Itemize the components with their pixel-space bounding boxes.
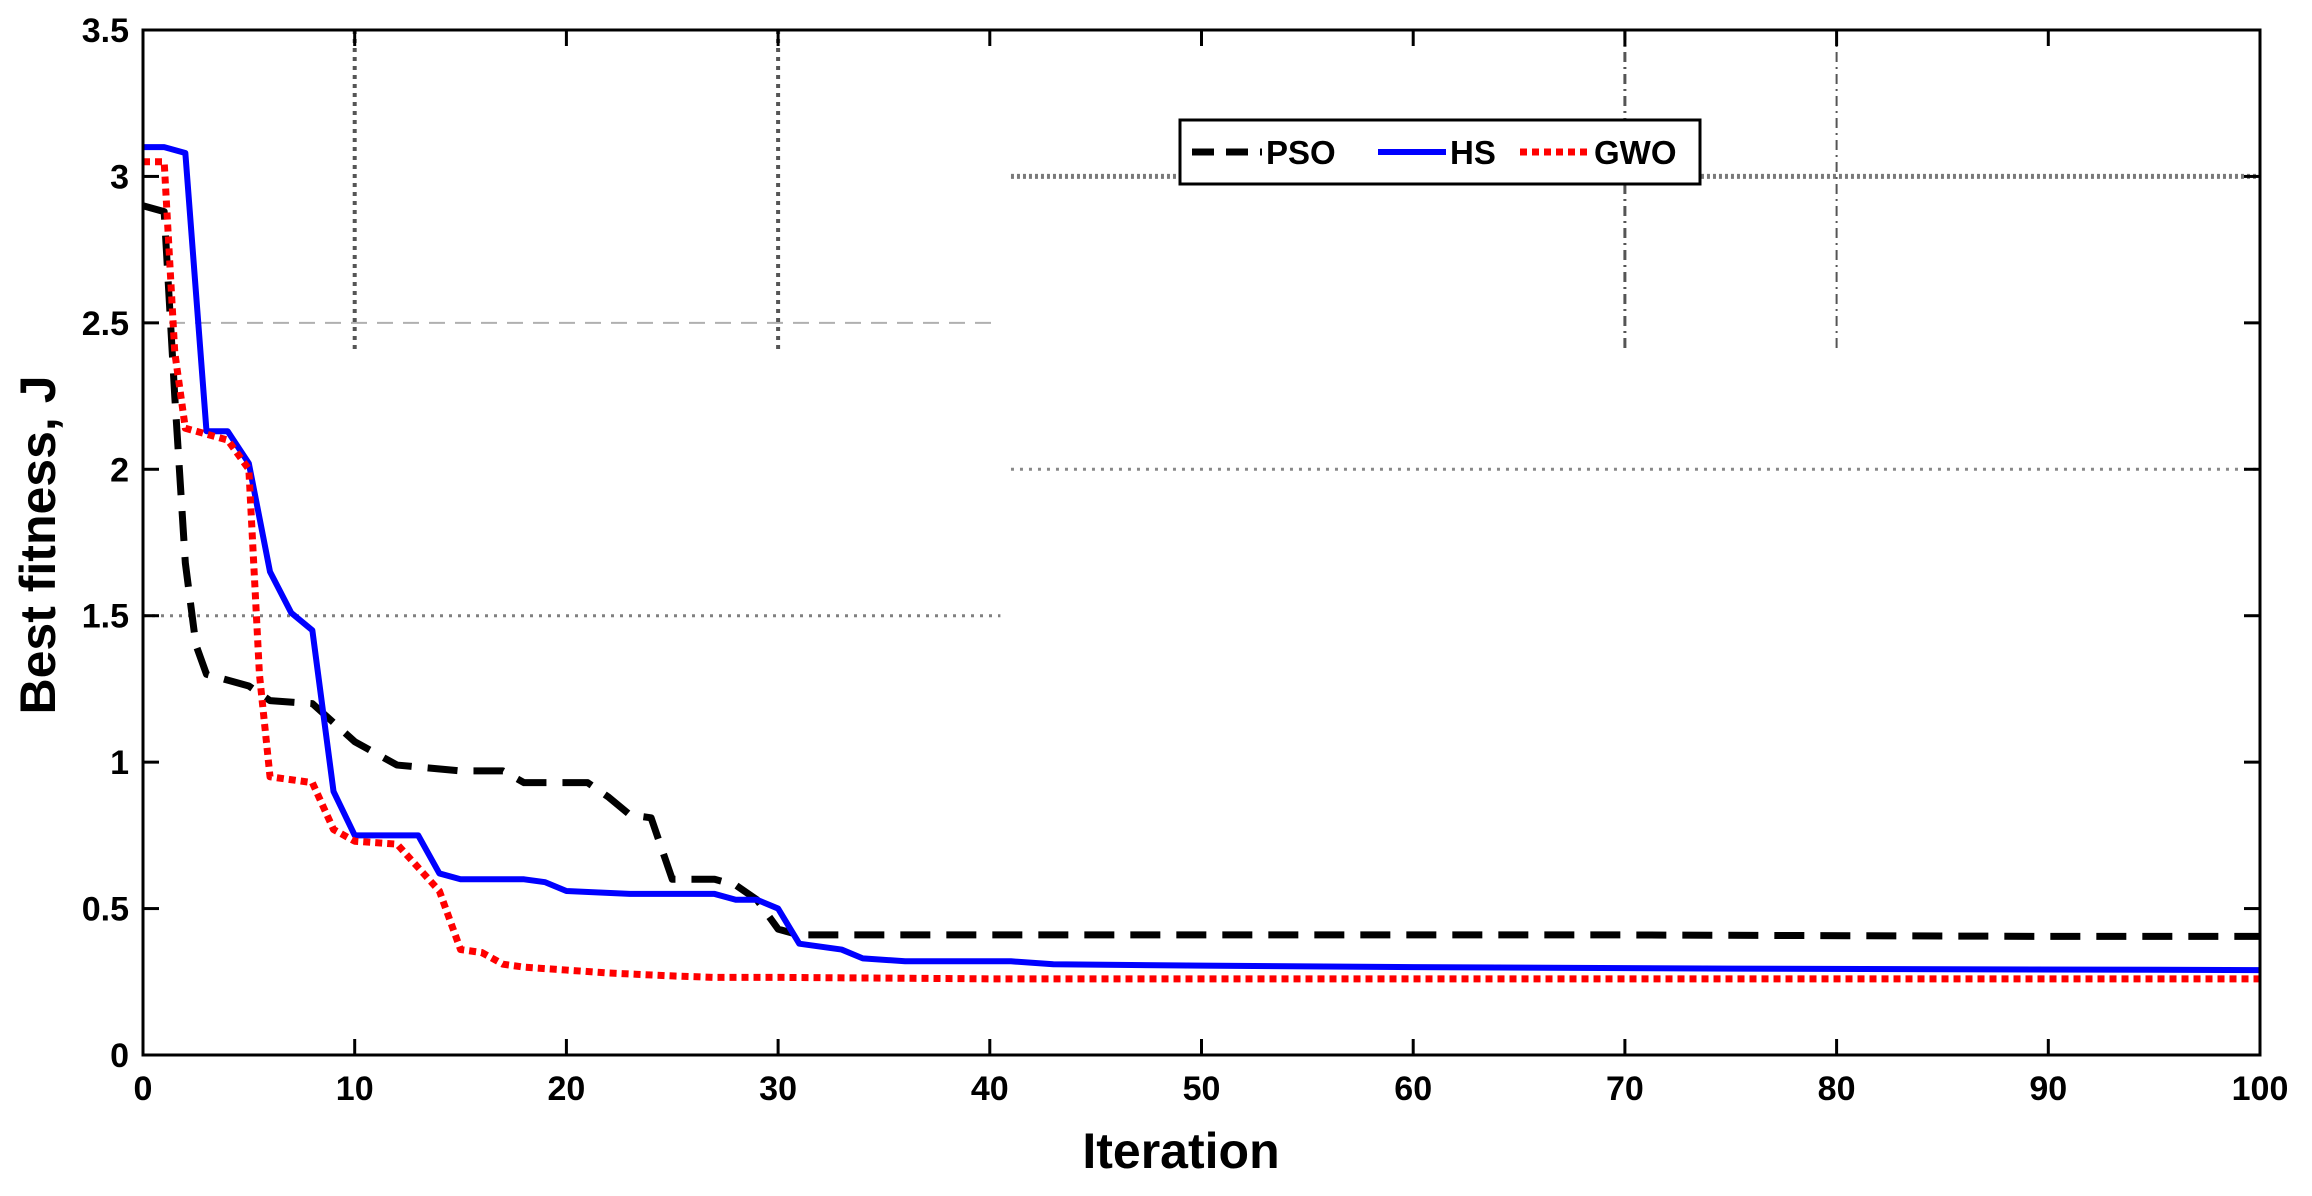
series-line-pso: [142, 202, 2260, 940]
y-tick-label: 0.5: [82, 891, 129, 929]
series-line-gwo: [143, 158, 2260, 983]
y-tick-label: 3.5: [82, 12, 129, 50]
legend-label-pso: PSO: [1266, 134, 1336, 171]
legend-label-hs: HS: [1450, 134, 1496, 171]
legend: PSO HS GWO: [1178, 118, 1702, 186]
x-tick-label: 70: [1606, 1070, 1644, 1108]
x-tick-label: 20: [547, 1070, 585, 1108]
y-tick-label: 1: [110, 744, 129, 782]
legend-label-gwo: GWO: [1594, 134, 1676, 171]
x-tick-label: 80: [1818, 1070, 1856, 1108]
x-tick-label: 90: [2029, 1070, 2067, 1108]
x-tick-label: 30: [759, 1070, 797, 1108]
x-tick-label: 100: [2232, 1070, 2289, 1108]
y-axis-title: Best fitness, J: [10, 375, 66, 714]
x-tick-label: 50: [1183, 1070, 1221, 1108]
x-tick-label: 10: [336, 1070, 374, 1108]
y-tick-label: 1.5: [82, 598, 129, 636]
y-tick-label: 0: [110, 1037, 129, 1075]
series-layer: [142, 144, 2261, 983]
series-line-hs: [143, 144, 2261, 974]
y-tick-label: 2: [110, 451, 129, 489]
y-tick-label: 2.5: [82, 305, 129, 343]
x-tick-label: 40: [971, 1070, 1009, 1108]
x-tick-label: 60: [1394, 1070, 1432, 1108]
ticks-layer: 0 10 20 30 40 50 60 70 80 90 100 0 0.5 1 1.5 2 2.5 3 3.5: [82, 12, 2289, 1108]
y-tick-label: 3: [110, 158, 129, 196]
x-axis-title: Iteration: [1082, 1123, 1279, 1179]
x-tick-label: 0: [134, 1070, 153, 1108]
